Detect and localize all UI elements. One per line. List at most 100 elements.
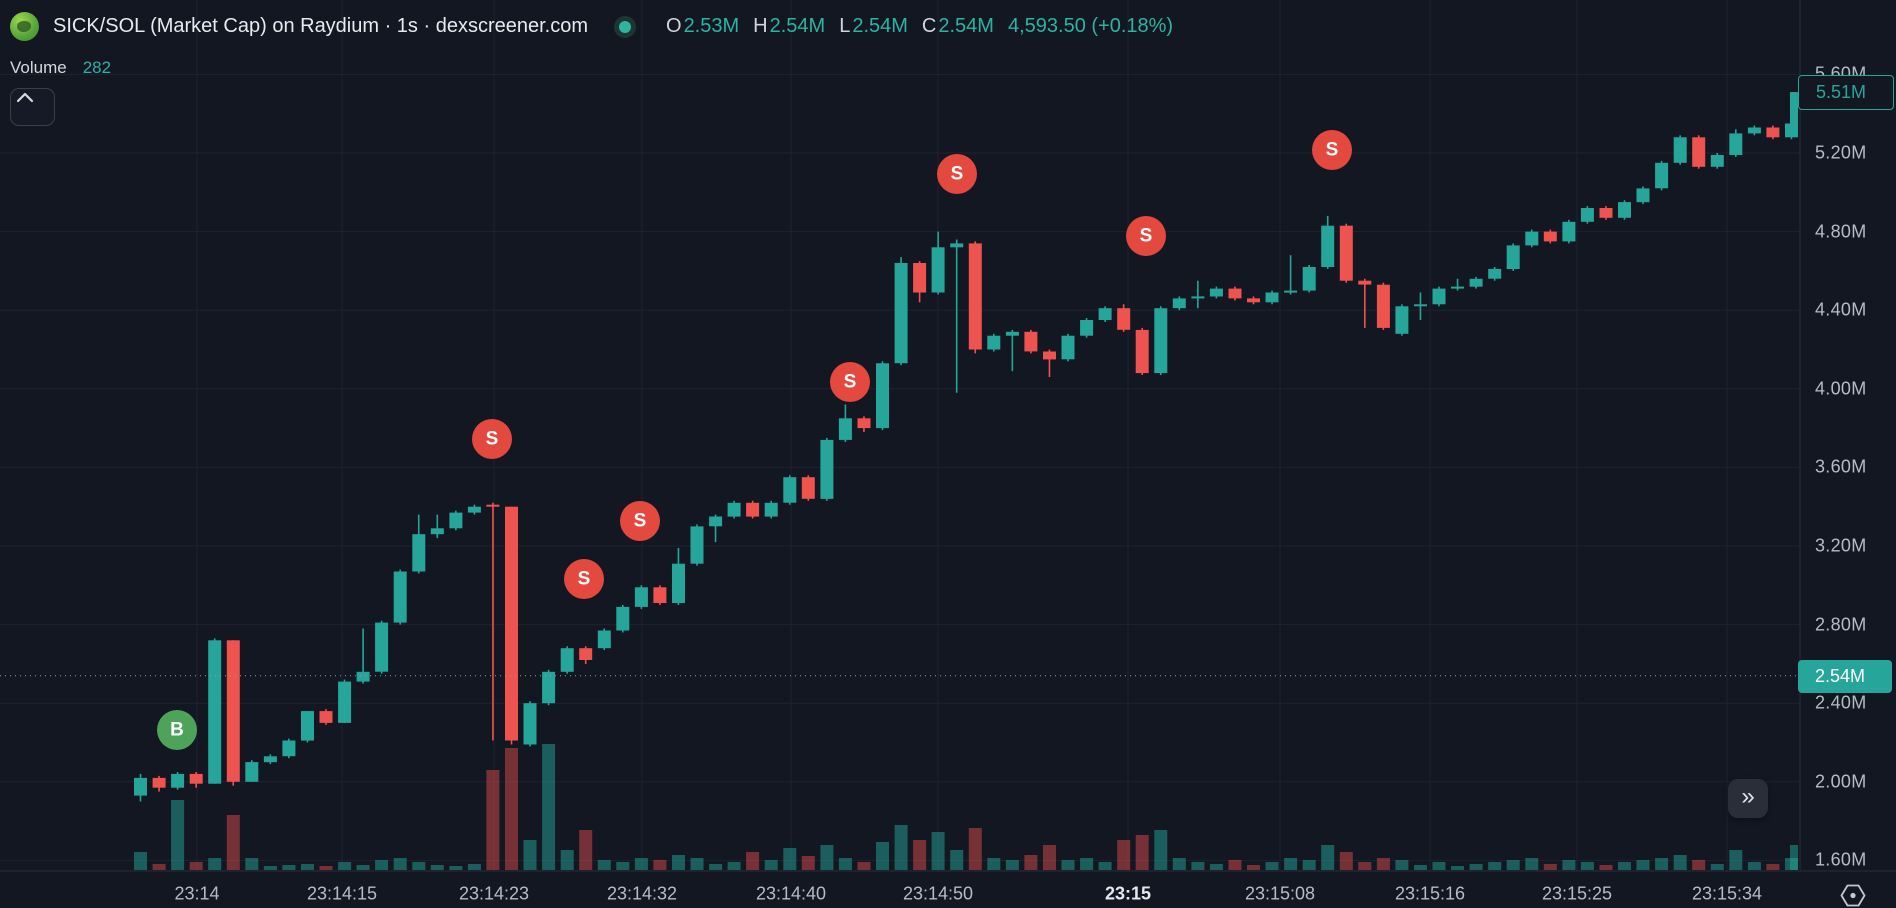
- chevron-up-icon: [16, 92, 34, 103]
- volume-bar: [1543, 864, 1557, 870]
- candle: [282, 740, 296, 757]
- candle: [1117, 308, 1131, 330]
- trade-marker-sell[interactable]: S: [1312, 130, 1352, 170]
- candle: [1376, 284, 1390, 328]
- volume-bar: [1172, 858, 1186, 870]
- volume-bar: [1154, 830, 1168, 870]
- trade-marker-sell[interactable]: S: [564, 559, 604, 599]
- candle: [1655, 162, 1669, 189]
- volume-bar: [1247, 865, 1260, 870]
- candle: [245, 762, 259, 782]
- candle: [1525, 231, 1539, 246]
- crosshair-price-box: 2.54M: [1798, 659, 1892, 693]
- price-tick-label: 3.20M: [1815, 535, 1867, 556]
- volume-bar: [1469, 864, 1483, 870]
- candle: [1562, 221, 1576, 242]
- candle: [523, 703, 537, 745]
- candle: [1580, 208, 1594, 222]
- volume-bar: [820, 845, 834, 870]
- trade-marker-sell[interactable]: S: [620, 501, 660, 541]
- candle: [134, 777, 147, 796]
- candle: [393, 571, 407, 623]
- timezone-settings-button[interactable]: [1840, 884, 1866, 907]
- volume-value: 282: [82, 58, 112, 77]
- price-axis[interactable]: 5.51M 2.54M 5.60M 5.20M 4.80M 4.40M 4.00M 3.6…: [1798, 0, 1896, 871]
- price-tick-label: 4.00M: [1815, 378, 1867, 399]
- candle: [1339, 225, 1353, 281]
- collapse-legend-button[interactable]: [10, 88, 55, 126]
- candle: [226, 640, 240, 782]
- candle: [968, 243, 982, 350]
- volume-bar: [894, 825, 908, 870]
- volume-bar: [189, 862, 203, 870]
- volume-bar: [338, 862, 352, 870]
- trade-marker-sell[interactable]: S: [472, 419, 512, 459]
- close-label: C: [921, 15, 937, 37]
- volume-bar: [1321, 845, 1335, 870]
- volume-bar: [653, 860, 667, 870]
- trade-marker-sell[interactable]: S: [1126, 216, 1166, 256]
- candle: [690, 526, 704, 564]
- price-tick-label: 2.40M: [1815, 692, 1867, 713]
- pair-title[interactable]: SICK/SOL (Market Cap) on Raydium · 1s · …: [53, 15, 588, 37]
- candle: [1209, 288, 1223, 297]
- trade-marker-sell[interactable]: S: [937, 154, 977, 194]
- candle: [1247, 298, 1260, 303]
- trade-marker-sell[interactable]: S: [830, 362, 870, 402]
- candles-layer: [134, 92, 1798, 802]
- svg-text:S: S: [1140, 226, 1153, 247]
- candle: [301, 711, 314, 741]
- volume-bar: [449, 866, 463, 870]
- volume-bar: [672, 855, 685, 870]
- candle: [727, 502, 741, 517]
- scroll-to-latest-button[interactable]: »: [1728, 779, 1768, 818]
- volume-bar: [1747, 862, 1761, 870]
- candle: [1302, 267, 1316, 291]
- volume-bar: [505, 748, 518, 870]
- open-value: 2.53M: [683, 15, 740, 37]
- candle: [1395, 306, 1409, 334]
- volume-bar: [1043, 845, 1056, 870]
- low-label: L: [839, 15, 851, 37]
- candle: [486, 504, 500, 507]
- candle: [820, 439, 834, 499]
- close-value: 2.54M: [938, 15, 994, 37]
- volume-bar: [913, 840, 927, 870]
- volume-pane: [134, 744, 1798, 870]
- trade-marker-buy[interactable]: B: [157, 710, 197, 750]
- candle: [838, 418, 852, 440]
- volume-bar: [931, 832, 945, 870]
- volume-bar: [245, 858, 259, 870]
- candle: [1488, 268, 1502, 279]
- volume-indicator-row[interactable]: Volume 282: [10, 58, 111, 78]
- candle: [1785, 123, 1798, 138]
- candle: [1005, 331, 1019, 336]
- volume-bar: [1339, 852, 1353, 870]
- candle: [913, 263, 927, 293]
- volume-bar: [876, 842, 889, 870]
- volume-bar: [1710, 864, 1724, 870]
- candle: [634, 587, 648, 607]
- volume-bar: [1191, 862, 1205, 870]
- svg-text:S: S: [634, 511, 647, 532]
- price-tick-label: 2.00M: [1815, 771, 1867, 792]
- candle: [263, 756, 277, 763]
- price-tick-label: 4.80M: [1815, 221, 1867, 242]
- time-axis[interactable]: 23:14 23:14:15 23:14:23 23:14:32 23:14:40 23:…: [0, 880, 1896, 908]
- candle: [375, 622, 389, 672]
- candle: [857, 418, 871, 429]
- volume-bar: [1098, 862, 1112, 870]
- time-tick-label: 23:15:08: [1244, 883, 1316, 904]
- svg-text:B: B: [170, 720, 184, 741]
- candle: [1599, 208, 1613, 218]
- volume-bar: [746, 852, 760, 870]
- candle: [1618, 202, 1631, 218]
- candle: [876, 363, 889, 429]
- candle: [597, 630, 611, 649]
- last-price-box: 5.51M: [1798, 75, 1894, 111]
- candle: [1790, 92, 1798, 124]
- volume-bar: [1692, 860, 1706, 870]
- volume-bar: [412, 862, 426, 870]
